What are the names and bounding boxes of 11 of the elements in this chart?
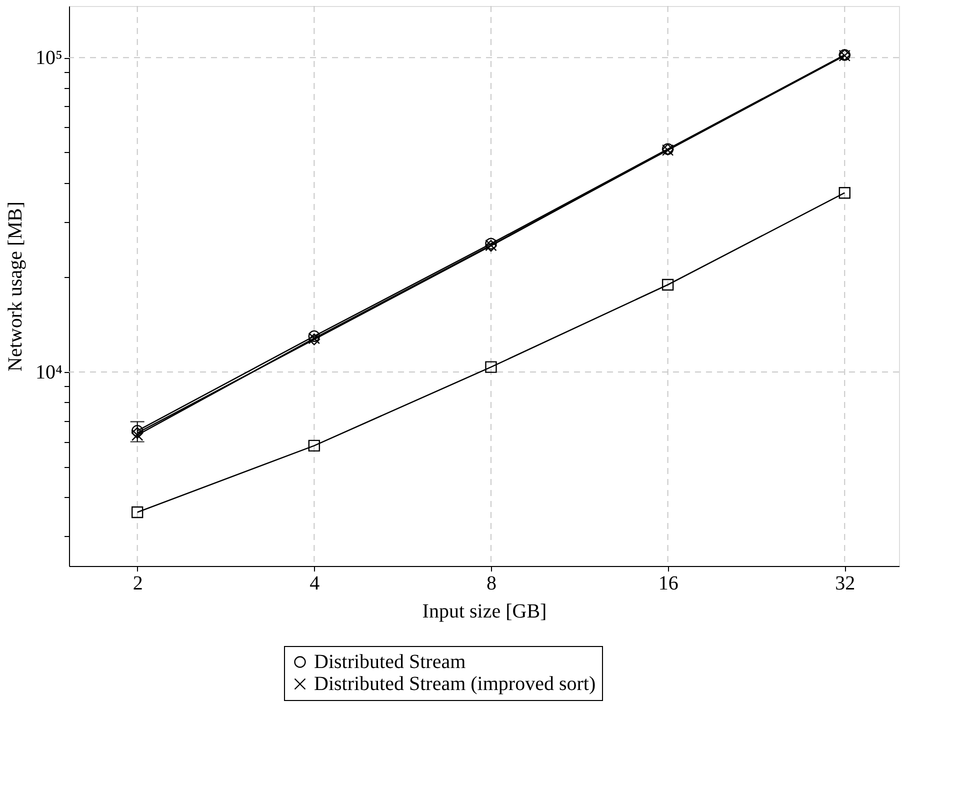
- x-tick-label: 16: [658, 572, 678, 594]
- x-tick-label: 32: [835, 572, 856, 594]
- x-axis-title: Input size [GB]: [422, 600, 547, 622]
- x-tick-label: 8: [486, 572, 496, 594]
- x-tick-label: 2: [132, 572, 143, 594]
- y-tick-label: 10⁵: [36, 47, 62, 70]
- y-axis-title: Network usage [MB]: [4, 202, 27, 372]
- x-tick-label: 4: [310, 572, 320, 594]
- y-tick-label: 10⁴: [36, 362, 63, 384]
- legend-label: Distributed Stream (improved sort): [314, 673, 596, 695]
- legend-label: Distributed Stream: [314, 651, 466, 673]
